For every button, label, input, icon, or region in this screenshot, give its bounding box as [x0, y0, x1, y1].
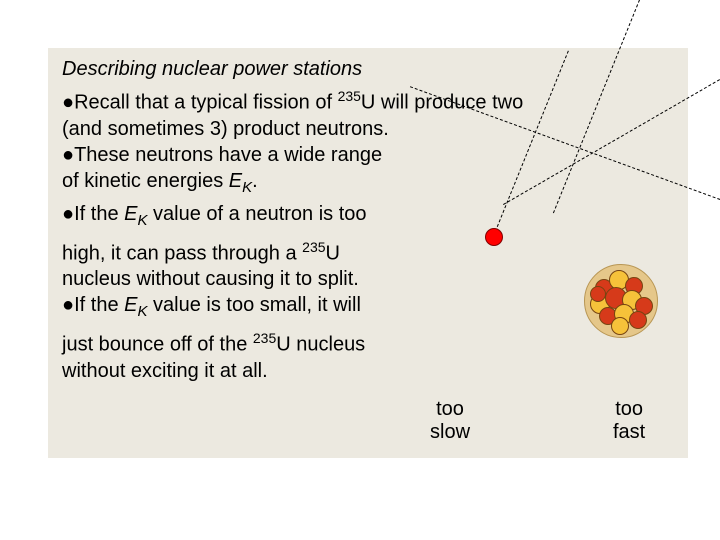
bullet-line: of kinetic energies EK. [62, 168, 674, 201]
caption-text: too [436, 398, 464, 420]
bullet-line: ●If the EK value of a neutron is too [62, 201, 674, 234]
bullet-line: ●These neutrons have a wide range [62, 142, 674, 168]
caption-text: slow [430, 421, 470, 443]
content-box: Describing nuclear power stations ●Recal… [48, 48, 688, 458]
bullet-line: ●If the EK value is too small, it will [62, 292, 674, 325]
body-text: ●Recall that a typical fission of 235U w… [62, 83, 674, 384]
proton-icon [629, 311, 647, 329]
bullet-line: just bounce off of the 235U nucleus [62, 325, 674, 358]
bullet-line: nucleus without causing it to split. [62, 266, 674, 292]
bullet-line: without exciting it at all. [62, 358, 674, 384]
caption-text: fast [613, 421, 645, 443]
caption-too-slow: too slow [430, 398, 470, 444]
caption-text: too [615, 398, 643, 420]
bullet-line: ●Recall that a typical fission of 235U w… [62, 83, 674, 116]
proton-icon [590, 286, 606, 302]
nucleus-icon [584, 264, 658, 338]
heading: Describing nuclear power stations [62, 58, 674, 81]
caption-too-fast: too fast [613, 398, 645, 444]
slide: Describing nuclear power stations ●Recal… [0, 0, 720, 540]
neutron-icon [611, 317, 629, 335]
neutron-icon [485, 228, 503, 246]
bullet-line: high, it can pass through a 235U [62, 234, 674, 267]
